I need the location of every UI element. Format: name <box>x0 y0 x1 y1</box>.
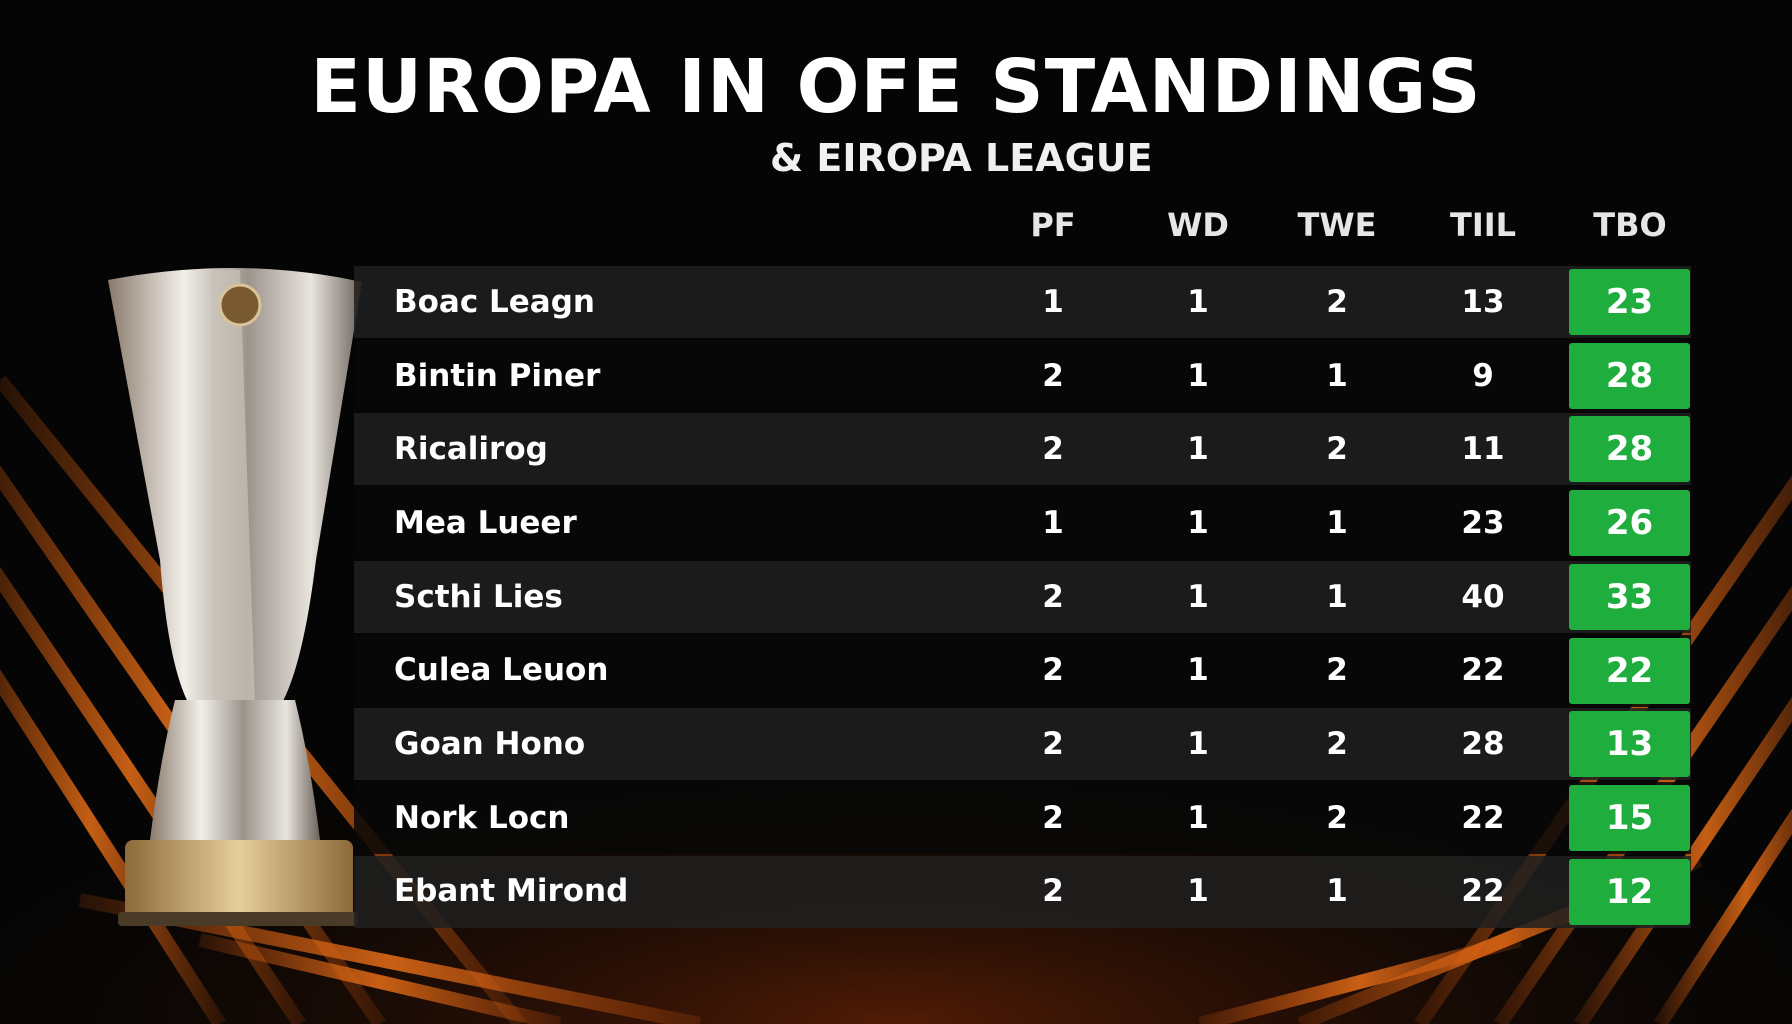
stat-cell: 1 <box>1042 504 1064 541</box>
stat-cell: 1 <box>1326 357 1348 394</box>
stat-cell: 40 <box>1461 578 1505 615</box>
column-header: TBO <box>1593 206 1667 244</box>
row-background <box>354 413 1691 486</box>
stat-cell: 1 <box>1187 357 1209 394</box>
stat-cell: 2 <box>1042 357 1064 394</box>
stat-cell: 1 <box>1187 504 1209 541</box>
stat-cell: 1 <box>1326 504 1348 541</box>
column-header: TWE <box>1297 206 1377 244</box>
stat-cell: 1 <box>1326 578 1348 615</box>
stat-cell: 1 <box>1187 431 1209 468</box>
stat-cell: 28 <box>1461 726 1505 763</box>
team-name: Ricalirog <box>394 431 548 468</box>
points-cell: 28 <box>1569 416 1690 483</box>
stat-cell: 2 <box>1042 578 1064 615</box>
subtitle: & EIROPA LEAGUE <box>770 136 1153 180</box>
column-header: PF <box>1030 206 1076 244</box>
row-background <box>354 708 1691 781</box>
points-cell: 23 <box>1569 269 1690 335</box>
trophy <box>108 267 362 926</box>
team-name: Goan Hono <box>394 726 586 763</box>
stat-cell: 1 <box>1187 873 1209 910</box>
row-background <box>354 781 1691 854</box>
stat-cell: 1 <box>1187 799 1209 836</box>
stat-cell: 1 <box>1187 652 1209 689</box>
team-name: Bintin Piner <box>394 357 601 394</box>
row-background <box>354 634 1691 707</box>
team-name: Mea Lueer <box>394 504 577 541</box>
stat-cell: 2 <box>1042 652 1064 689</box>
stat-cell: 2 <box>1042 799 1064 836</box>
row-background <box>354 487 1691 560</box>
stat-cell: 2 <box>1042 726 1064 763</box>
stat-cell: 13 <box>1461 283 1505 320</box>
points-cell: 33 <box>1569 563 1690 630</box>
stat-cell: 1 <box>1187 283 1209 320</box>
stat-cell: 2 <box>1042 873 1064 910</box>
title: EUROPA IN OFE STANDINGS <box>310 44 1482 130</box>
stat-cell: 1 <box>1187 726 1209 763</box>
stat-cell: 2 <box>1326 283 1348 320</box>
team-name: Boac Leagn <box>394 283 595 320</box>
stat-cell: 1 <box>1326 873 1348 910</box>
stat-cell: 2 <box>1326 799 1348 836</box>
row-background <box>354 339 1691 412</box>
column-header: WD <box>1167 206 1229 244</box>
stat-cell: 1 <box>1187 578 1209 615</box>
stat-cell: 11 <box>1461 431 1505 468</box>
team-name: Ebant Mirond <box>394 873 629 910</box>
stat-cell: 9 <box>1472 357 1494 394</box>
stat-cell: 22 <box>1461 873 1505 910</box>
stat-cell: 2 <box>1326 726 1348 763</box>
stat-cell: 23 <box>1461 504 1505 541</box>
row-background <box>354 266 1691 338</box>
points-cell: 22 <box>1569 637 1690 704</box>
row-background <box>354 560 1691 633</box>
stat-cell: 1 <box>1042 283 1064 320</box>
stat-cell: 2 <box>1042 431 1064 468</box>
team-name: Nork Locn <box>394 799 570 836</box>
column-header: TIIL <box>1449 206 1517 244</box>
points-cell: 12 <box>1569 858 1690 925</box>
row-background <box>354 855 1691 928</box>
stat-cell: 22 <box>1461 652 1505 689</box>
points-cell: 15 <box>1569 784 1690 851</box>
stat-cell: 2 <box>1326 652 1348 689</box>
stat-cell: 22 <box>1461 799 1505 836</box>
team-name: Scthi Lies <box>394 578 563 615</box>
team-name: Culea Leuon <box>394 652 609 689</box>
stat-cell: 2 <box>1326 431 1348 468</box>
points-cell: 28 <box>1569 342 1690 409</box>
points-cell: 26 <box>1569 490 1690 557</box>
points-cell: 13 <box>1569 711 1690 778</box>
